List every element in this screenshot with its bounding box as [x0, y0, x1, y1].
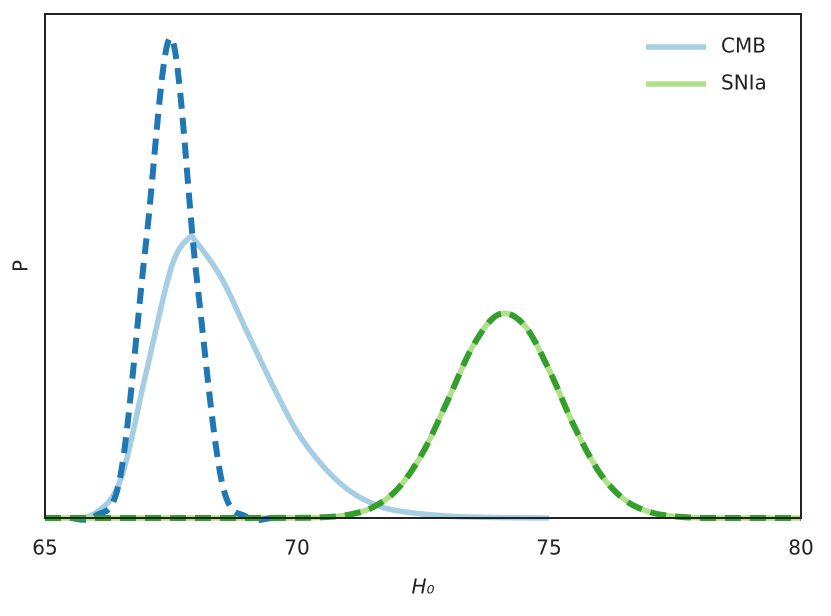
x-tick-label: 70	[284, 536, 309, 560]
x-tick-label: 80	[788, 536, 813, 560]
line	[69, 232, 550, 521]
legend-label: CMB	[721, 34, 766, 58]
plot-frame	[44, 13, 802, 519]
dashed-line	[69, 34, 273, 524]
y-axis-label: P	[9, 260, 33, 272]
x-tick-label: 75	[536, 536, 561, 560]
legend-label: SNIa	[721, 71, 767, 95]
dashed-line	[45, 310, 801, 522]
line	[45, 310, 801, 521]
x-tick-label: 65	[32, 536, 57, 560]
x-axis-label: H₀	[411, 575, 434, 599]
